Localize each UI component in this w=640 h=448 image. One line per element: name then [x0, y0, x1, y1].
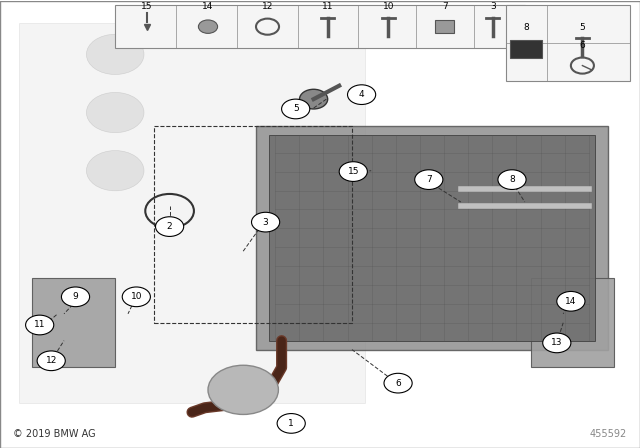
Text: 14: 14 [202, 2, 214, 12]
Circle shape [300, 89, 328, 109]
Text: © 2019 BMW AG: © 2019 BMW AG [13, 429, 95, 439]
Text: 455592: 455592 [590, 429, 627, 439]
Circle shape [557, 292, 585, 311]
Text: 5: 5 [580, 22, 585, 31]
Text: 8: 8 [524, 22, 529, 31]
Text: 2: 2 [167, 222, 172, 231]
Bar [154, 126, 352, 323]
Text: 9: 9 [73, 292, 78, 302]
Text: 10: 10 [383, 2, 394, 12]
Text: 13: 13 [551, 338, 563, 347]
Text: 14: 14 [565, 297, 577, 306]
Text: 4: 4 [359, 90, 364, 99]
Circle shape [86, 34, 144, 74]
Circle shape [86, 92, 144, 133]
Bar [435, 20, 454, 33]
Text: 15: 15 [141, 2, 153, 12]
Text: 7: 7 [442, 2, 447, 12]
Circle shape [198, 20, 218, 33]
Bar [510, 40, 542, 58]
Bar [506, 5, 630, 81]
Circle shape [277, 414, 305, 433]
Text: 8: 8 [509, 175, 515, 184]
Circle shape [415, 170, 443, 190]
Polygon shape [19, 23, 365, 403]
Text: 3: 3 [263, 218, 268, 227]
Polygon shape [531, 278, 614, 367]
Circle shape [86, 151, 144, 191]
Text: 11: 11 [322, 2, 333, 12]
Circle shape [282, 99, 310, 119]
Circle shape [348, 85, 376, 104]
Circle shape [156, 217, 184, 237]
Text: 1: 1 [289, 419, 294, 428]
Polygon shape [32, 278, 115, 367]
Circle shape [252, 212, 280, 232]
Circle shape [208, 365, 278, 414]
Text: 15: 15 [348, 167, 359, 176]
Text: 6: 6 [396, 379, 401, 388]
Polygon shape [256, 126, 608, 349]
Circle shape [37, 351, 65, 370]
Circle shape [122, 287, 150, 307]
Bar [115, 5, 525, 47]
Text: 12: 12 [45, 356, 57, 365]
Polygon shape [269, 135, 595, 340]
Text: 7: 7 [426, 175, 431, 184]
Text: 12: 12 [262, 2, 273, 12]
Circle shape [61, 287, 90, 307]
Text: 10: 10 [131, 292, 142, 302]
Circle shape [498, 170, 526, 190]
Text: 6: 6 [580, 41, 585, 50]
Text: 11: 11 [34, 320, 45, 329]
Circle shape [26, 315, 54, 335]
Circle shape [543, 333, 571, 353]
Text: 5: 5 [293, 104, 298, 113]
Circle shape [339, 162, 367, 181]
Text: 3: 3 [490, 2, 495, 12]
Circle shape [384, 373, 412, 393]
